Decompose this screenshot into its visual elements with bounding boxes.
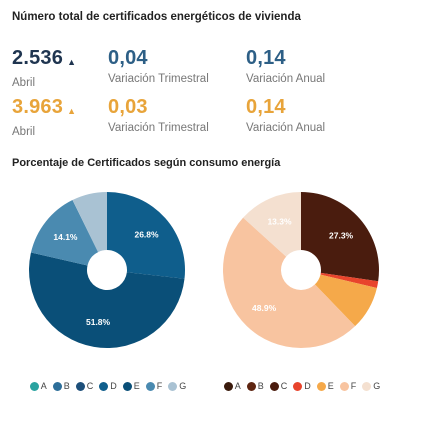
stat-value: 0,03 xyxy=(108,96,148,118)
donut-slice-d[interactable] xyxy=(320,272,379,288)
donut-slice-e[interactable] xyxy=(29,252,185,348)
legend-label: A xyxy=(234,381,241,391)
stat-variacion-anual-2: 0,14 Variación Anual xyxy=(246,96,325,134)
stat-value: 0,14 xyxy=(246,96,286,118)
data-label: 51.8% xyxy=(86,317,111,327)
donut-slice-d[interactable] xyxy=(107,192,185,279)
legend-item-b[interactable]: B xyxy=(246,381,264,391)
legend-item-c[interactable]: C xyxy=(75,381,94,391)
legend-dot-icon xyxy=(246,381,256,391)
legend-label: E xyxy=(327,381,334,391)
legend-label: E xyxy=(133,381,140,391)
donut-slice-f[interactable] xyxy=(30,200,99,266)
donut-slice-c[interactable] xyxy=(301,192,379,282)
legend-dot-icon xyxy=(145,381,155,391)
legend-dot-icon xyxy=(223,381,233,391)
legend-item-g[interactable]: G xyxy=(362,381,380,391)
legend-item-e[interactable]: E xyxy=(122,381,140,391)
legend-label: B xyxy=(257,381,264,391)
legend-item-d[interactable]: D xyxy=(293,381,311,391)
stat-label: Abril xyxy=(12,77,36,89)
legend-item-e[interactable]: E xyxy=(316,381,334,391)
legend-dot-icon xyxy=(269,381,279,391)
stat-variacion-anual: 0,14 Variación Anual xyxy=(246,47,325,85)
donut-slice-g[interactable] xyxy=(243,192,301,257)
legend-item-b[interactable]: B xyxy=(52,381,70,391)
legend-label: B xyxy=(63,381,70,391)
legend-dot-icon xyxy=(362,381,372,391)
legend-item-f[interactable]: F xyxy=(145,381,163,391)
legend-item-g[interactable]: G xyxy=(168,381,186,391)
legend-item-a[interactable]: A xyxy=(29,381,47,391)
section-title: Porcentaje de Certificados según consumo… xyxy=(12,157,281,169)
legend-label: D xyxy=(304,381,311,391)
legend-label: F xyxy=(156,381,163,391)
stat-value: 2.536 xyxy=(12,47,64,69)
data-label: 13.3% xyxy=(267,217,292,227)
stat-label: Variación Anual xyxy=(246,122,326,134)
data-label: 14.1% xyxy=(53,232,78,242)
stat-value: 0,04 xyxy=(108,47,148,69)
legend-dot-icon xyxy=(122,381,132,391)
legend-dot-icon xyxy=(29,381,39,391)
stat-variacion-trimestral-2: 0,03 Variación Trimestral xyxy=(108,96,209,134)
legend-label: F xyxy=(350,381,357,391)
stat-label: Variación Anual xyxy=(246,73,326,85)
legend-label: D xyxy=(110,381,117,391)
legend-label: A xyxy=(40,381,47,391)
legend-label: G xyxy=(373,381,381,391)
donut-chart-right: 27.3% 48.9% 13.3% xyxy=(222,192,379,349)
legend-dot-icon xyxy=(339,381,349,391)
page-title: Número total de certificados energéticos… xyxy=(12,11,301,23)
legend-item-d[interactable]: D xyxy=(99,381,117,391)
donut-chart-left: 26.8% 51.8% 14.1% xyxy=(29,192,185,348)
legend-dot-icon xyxy=(316,381,326,391)
stat-label: Abril xyxy=(12,126,36,138)
legend-label: C xyxy=(86,381,94,391)
legend-label: C xyxy=(280,381,288,391)
legend-dot-icon xyxy=(293,381,303,391)
stat-total-abril-2: 3.963 ▲ Abril xyxy=(12,96,76,138)
legend-dot-icon xyxy=(99,381,109,391)
legend-dot-icon xyxy=(168,381,178,391)
legend-item-c[interactable]: C xyxy=(269,381,288,391)
legend-left: A B C D E F G xyxy=(18,381,198,391)
donut-slice-e[interactable] xyxy=(314,274,377,327)
stat-label: Variación Trimestral xyxy=(108,73,209,85)
stat-variacion-trimestral: 0,04 Variación Trimestral xyxy=(108,47,209,85)
stat-label: Variación Trimestral xyxy=(108,122,209,134)
up-arrow-icon: ▲ xyxy=(67,106,77,116)
donut-slice-g[interactable] xyxy=(72,192,107,253)
legend-item-f[interactable]: F xyxy=(339,381,357,391)
data-label: 26.8% xyxy=(134,230,159,240)
legend-label: G xyxy=(179,381,187,391)
data-label: 48.9% xyxy=(252,303,277,313)
stat-value: 3.963 xyxy=(12,96,64,118)
legend-dot-icon xyxy=(52,381,62,391)
legend-item-a[interactable]: A xyxy=(223,381,241,391)
donut-slice-f[interactable] xyxy=(222,217,356,349)
legend-dot-icon xyxy=(75,381,85,391)
stat-total-abril: 2.536 ▲ Abril xyxy=(12,47,76,89)
stat-value: 0,14 xyxy=(246,47,286,69)
data-label: 27.3% xyxy=(329,230,354,240)
up-arrow-icon: ▲ xyxy=(67,57,77,67)
legend-right: A B C D E F G xyxy=(212,381,392,391)
